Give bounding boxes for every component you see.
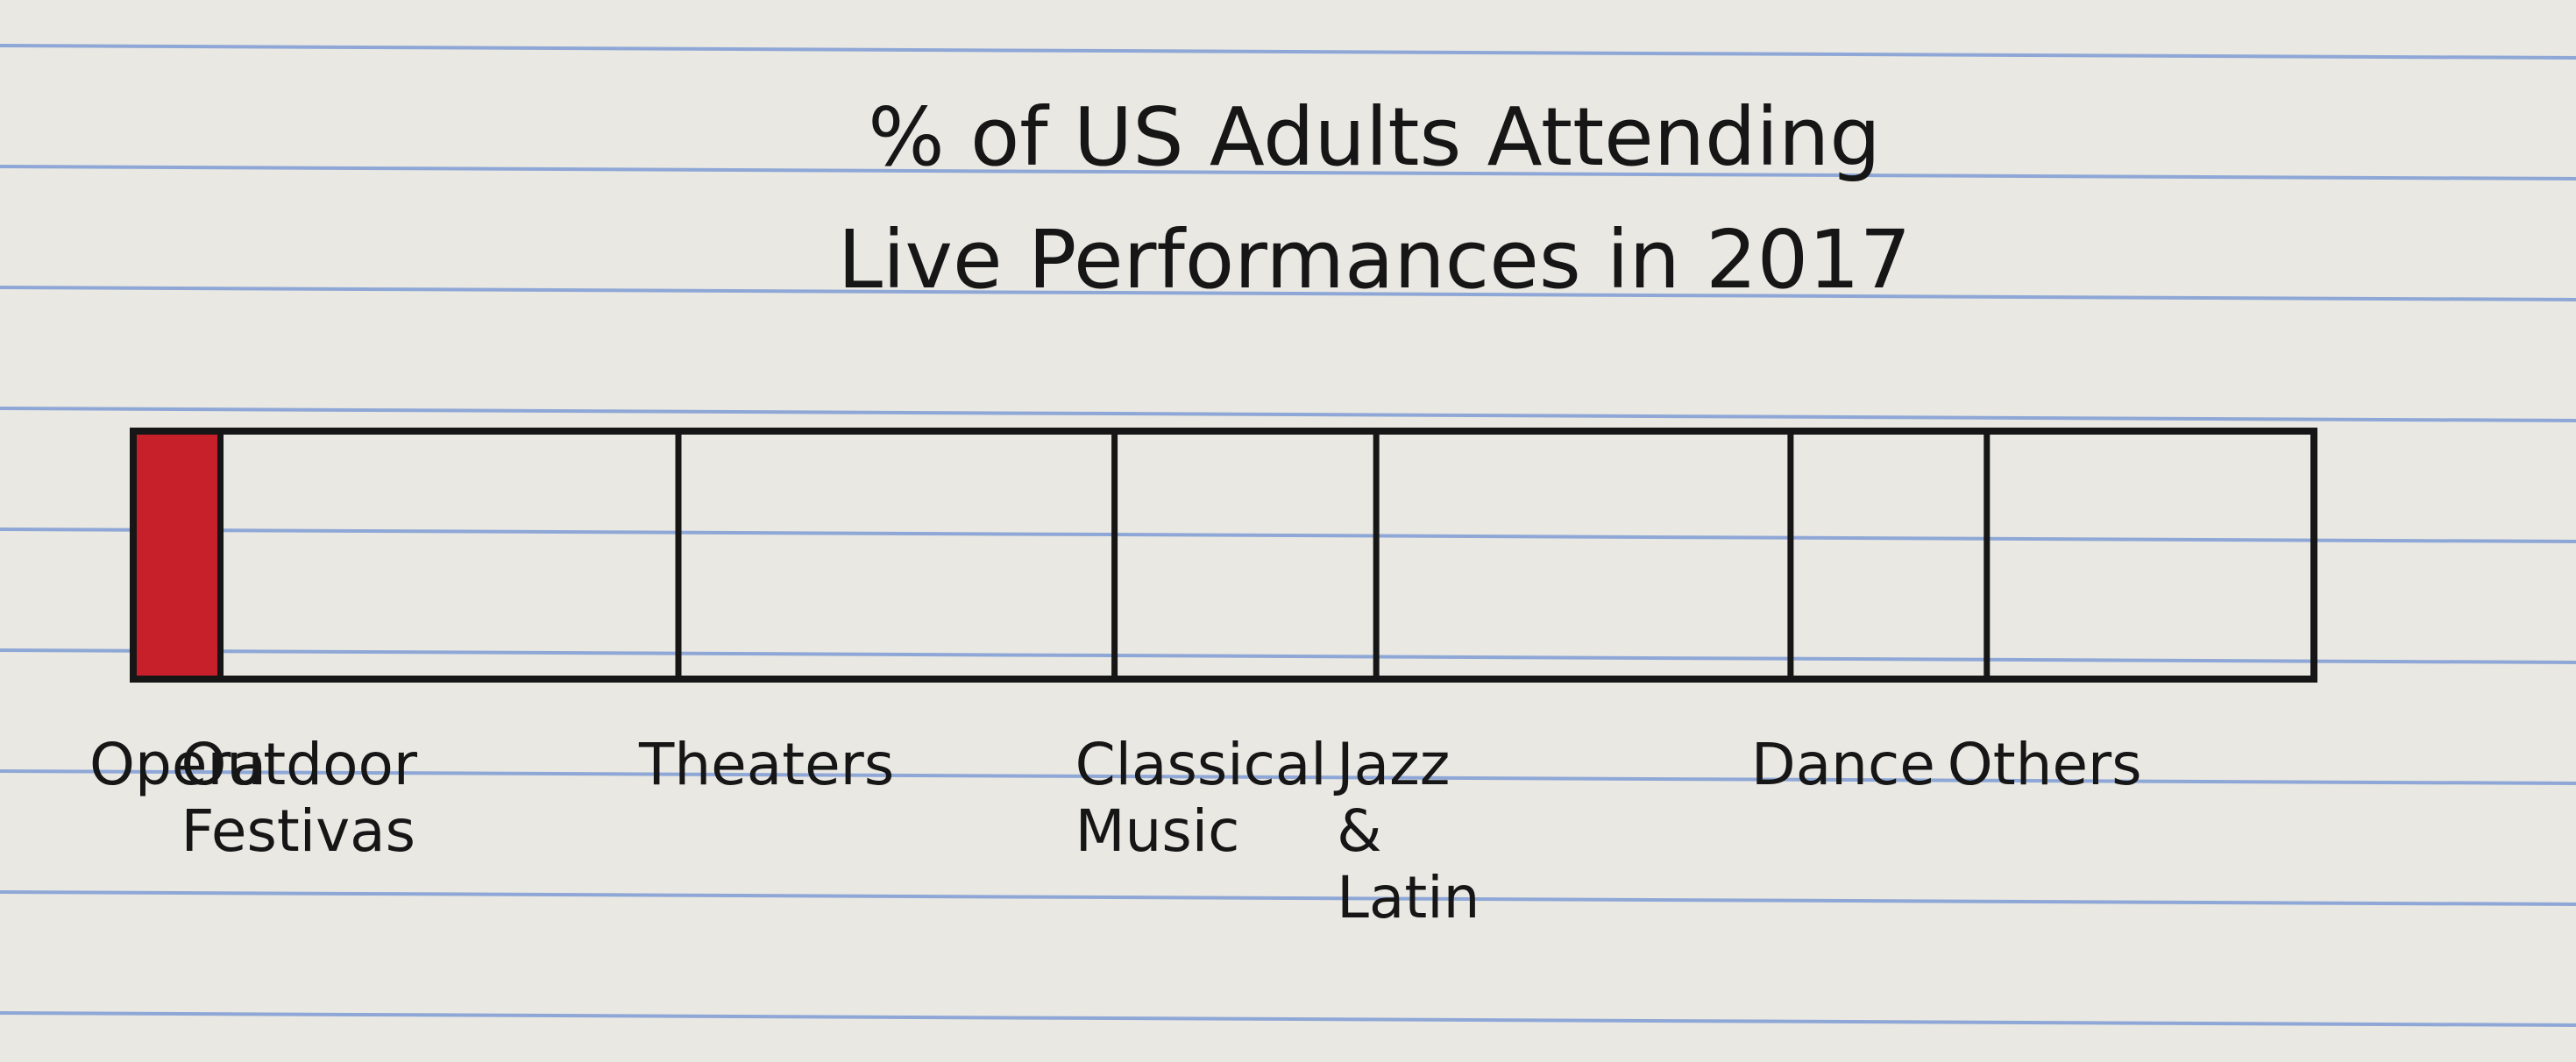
category-label-outdoor-festivals: Outdoor Festivas <box>181 731 418 865</box>
ruled-line <box>0 286 2576 301</box>
stacked-bar <box>130 428 2317 683</box>
category-label-classical-music: Classical Music <box>1075 731 1327 865</box>
ruled-line <box>0 165 2576 181</box>
stacked-bar-outline <box>130 428 2317 683</box>
category-label-theaters: Theaters <box>638 731 894 798</box>
ruled-line <box>0 44 2576 60</box>
ruled-line <box>0 648 2576 664</box>
notebook-ruled-lines <box>0 44 2576 1027</box>
chart-title-line-1: % of US Adults Attending <box>868 90 1880 184</box>
ruled-line <box>0 527 2576 543</box>
category-label-dance: Dance <box>1751 731 1935 798</box>
chart-title-line-2: Live Performances in 2017 <box>838 213 1912 307</box>
ruled-line <box>0 1011 2576 1027</box>
category-label-others: Others <box>1948 731 2142 798</box>
category-label-opera: Opera <box>89 731 266 798</box>
category-label-jazz-latin: Jazz & Latin <box>1333 731 1480 931</box>
ruled-line <box>0 890 2576 906</box>
ruled-line <box>0 407 2576 422</box>
ruled-line <box>0 769 2576 785</box>
bar-segment-opera <box>133 431 221 679</box>
